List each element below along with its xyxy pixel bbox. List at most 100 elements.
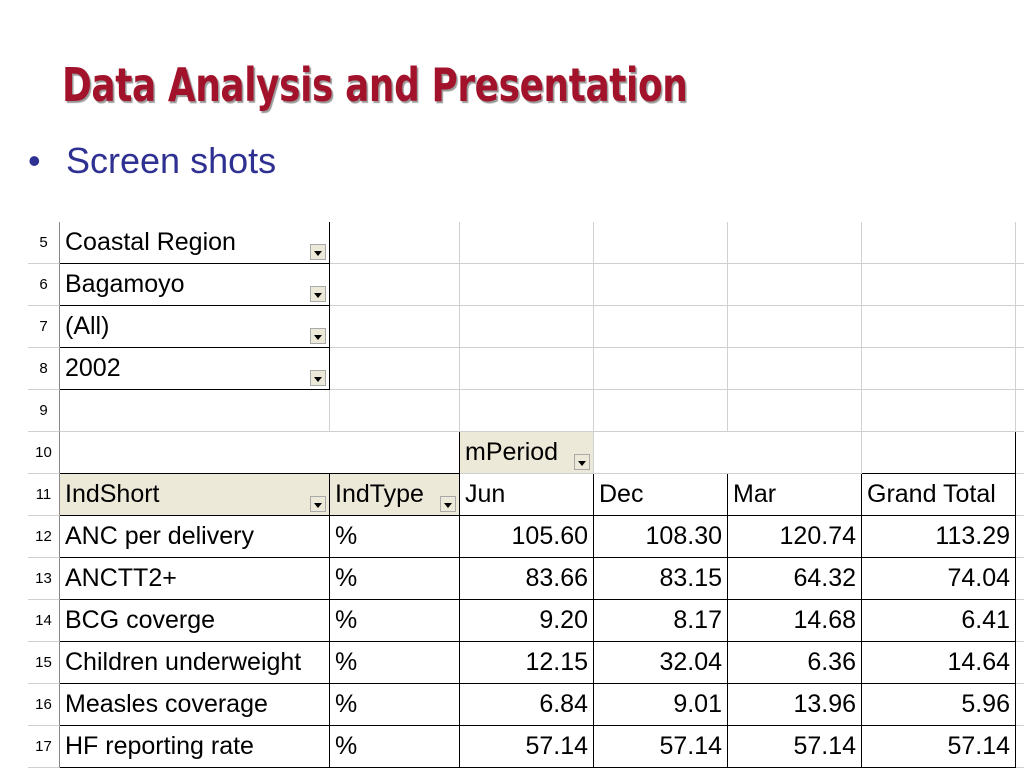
cell-empty bbox=[1016, 558, 1024, 600]
cell-empty bbox=[862, 222, 1016, 264]
cell-empty bbox=[728, 348, 862, 390]
data-cell: 14.68 bbox=[728, 600, 862, 642]
row-number: 7 bbox=[28, 306, 60, 348]
data-cell: % bbox=[330, 600, 460, 642]
bullet: • Screen shots bbox=[28, 140, 276, 182]
dropdown-button[interactable] bbox=[310, 370, 326, 386]
data-cell: 83.15 bbox=[594, 558, 728, 600]
cell-empty bbox=[60, 390, 330, 432]
row-number: 11 bbox=[28, 474, 60, 516]
data-cell: Measles coverage bbox=[60, 684, 330, 726]
dropdown-button[interactable] bbox=[310, 328, 326, 344]
data-cell: 57.14 bbox=[728, 726, 862, 768]
dropdown-button[interactable] bbox=[310, 244, 326, 260]
row-number: 13 bbox=[28, 558, 60, 600]
data-cell: Children underweight bbox=[60, 642, 330, 684]
data-cell: % bbox=[330, 642, 460, 684]
row-number: 17 bbox=[28, 726, 60, 768]
cell-empty bbox=[330, 264, 460, 306]
cell-empty bbox=[1016, 432, 1024, 474]
data-cell: 64.32 bbox=[728, 558, 862, 600]
dropdown-button[interactable] bbox=[310, 496, 326, 512]
row-number: 5 bbox=[28, 222, 60, 264]
cell-empty bbox=[1016, 600, 1024, 642]
header-cell: Dec bbox=[594, 474, 728, 516]
cell-empty bbox=[460, 390, 594, 432]
column-field[interactable]: mPeriod bbox=[460, 432, 594, 474]
cell-empty bbox=[728, 306, 862, 348]
cell-empty bbox=[1016, 684, 1024, 726]
cell-empty bbox=[862, 306, 1016, 348]
data-cell: 14.64 bbox=[862, 642, 1016, 684]
data-cell: 6.36 bbox=[728, 642, 862, 684]
cell-empty bbox=[60, 432, 460, 474]
header-cell: Jun bbox=[460, 474, 594, 516]
cell-empty bbox=[594, 432, 862, 474]
slide-title: Data Analysis and Presentation bbox=[62, 58, 688, 112]
data-cell: 12.15 bbox=[460, 642, 594, 684]
cell-empty bbox=[728, 264, 862, 306]
cell-empty bbox=[594, 390, 728, 432]
row-number: 8 bbox=[28, 348, 60, 390]
cell-empty bbox=[460, 306, 594, 348]
header-cell: Grand Total bbox=[862, 474, 1016, 516]
data-cell: HF reporting rate bbox=[60, 726, 330, 768]
row-number: 16 bbox=[28, 684, 60, 726]
data-cell: % bbox=[330, 726, 460, 768]
header-cell[interactable]: IndShort bbox=[60, 474, 330, 516]
header-cell: Mar bbox=[728, 474, 862, 516]
cell-empty bbox=[594, 264, 728, 306]
data-cell: 8.17 bbox=[594, 600, 728, 642]
data-cell: 9.20 bbox=[460, 600, 594, 642]
data-cell: 6.84 bbox=[460, 684, 594, 726]
cell-empty bbox=[330, 306, 460, 348]
cell-empty bbox=[728, 222, 862, 264]
row-number: 12 bbox=[28, 516, 60, 558]
row-number: 14 bbox=[28, 600, 60, 642]
cell-empty bbox=[862, 348, 1016, 390]
cell-empty bbox=[330, 222, 460, 264]
dropdown-button[interactable] bbox=[574, 454, 590, 470]
row-number: 9 bbox=[28, 390, 60, 432]
cell-empty bbox=[330, 390, 460, 432]
data-cell: 83.66 bbox=[460, 558, 594, 600]
data-cell: 57.14 bbox=[594, 726, 728, 768]
cell-empty bbox=[1016, 390, 1024, 432]
data-cell: 5.96 bbox=[862, 684, 1016, 726]
cell-empty bbox=[460, 222, 594, 264]
cell-empty bbox=[460, 264, 594, 306]
data-cell: 57.14 bbox=[862, 726, 1016, 768]
data-cell: ANC per delivery bbox=[60, 516, 330, 558]
data-cell: % bbox=[330, 684, 460, 726]
cell-empty bbox=[1016, 348, 1024, 390]
bullet-text: Screen shots bbox=[66, 140, 277, 181]
page-field[interactable]: (All) bbox=[60, 306, 330, 348]
cell-empty bbox=[594, 348, 728, 390]
cell-empty bbox=[594, 306, 728, 348]
cell-empty bbox=[460, 348, 594, 390]
data-cell: 57.14 bbox=[460, 726, 594, 768]
data-cell: 13.96 bbox=[728, 684, 862, 726]
dropdown-button[interactable] bbox=[310, 286, 326, 302]
cell-empty bbox=[862, 390, 1016, 432]
data-cell: 9.01 bbox=[594, 684, 728, 726]
page-field[interactable]: 2002 bbox=[60, 348, 330, 390]
data-cell: 74.04 bbox=[862, 558, 1016, 600]
header-cell[interactable]: IndType bbox=[330, 474, 460, 516]
page-field[interactable]: Coastal Region bbox=[60, 222, 330, 264]
page-field[interactable]: Bagamoyo bbox=[60, 264, 330, 306]
cell-empty bbox=[862, 432, 1016, 474]
cell-empty bbox=[862, 264, 1016, 306]
dropdown-button[interactable] bbox=[440, 496, 456, 512]
data-cell: 113.29 bbox=[862, 516, 1016, 558]
cell-empty bbox=[594, 222, 728, 264]
row-number: 10 bbox=[28, 432, 60, 474]
cell-empty bbox=[728, 390, 862, 432]
cell-empty bbox=[1016, 474, 1024, 516]
row-number: 6 bbox=[28, 264, 60, 306]
data-cell: 6.41 bbox=[862, 600, 1016, 642]
cell-empty bbox=[330, 348, 460, 390]
cell-empty bbox=[1016, 726, 1024, 768]
